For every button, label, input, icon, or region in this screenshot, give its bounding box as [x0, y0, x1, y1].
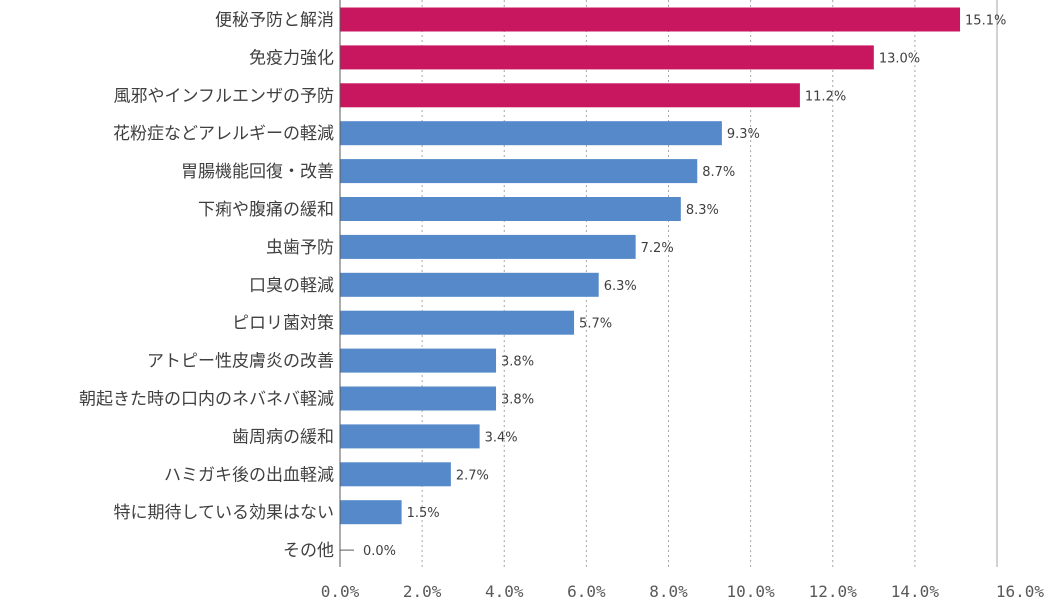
category-label-5: 下痢や腹痛の緩和: [198, 200, 334, 220]
category-label-3: 花粉症などアレルギーの軽減: [113, 124, 334, 144]
category-label-1: 免疫力強化: [249, 48, 334, 68]
bar-0: [340, 7, 961, 32]
value-label-4: 8.7%: [702, 165, 735, 180]
value-labels: 15.1% 13.0% 11.2% 9.3% 8.7% 8.3% 7.2% 6.3% 5.7% 3…: [363, 14, 1006, 560]
x-tick-label-0: 0.0%: [321, 582, 360, 599]
category-label-9: アトピー性皮膚炎の改善: [147, 352, 334, 372]
value-label-11: 3.4%: [485, 430, 518, 445]
bars: [340, 7, 961, 551]
bar-1: [340, 45, 874, 70]
bar-11: [340, 424, 480, 449]
value-label-7: 6.3%: [604, 279, 637, 294]
x-tick-label-7: 14.0%: [891, 582, 940, 599]
x-tick-label-5: 10.0%: [727, 582, 776, 599]
bar-9: [340, 348, 497, 373]
value-label-13: 1.5%: [407, 506, 440, 521]
value-label-10: 3.8%: [501, 393, 534, 408]
category-label-13: 特に期待している効果はない: [114, 503, 335, 523]
value-label-9: 3.8%: [501, 355, 534, 370]
category-label-0: 便秘予防と解消: [215, 11, 334, 31]
value-label-6: 7.2%: [641, 241, 674, 256]
x-tick-labels: 0.0% 2.0% 4.0% 6.0% 8.0% 10.0% 12.0% 14.0% 16.0%: [321, 582, 1045, 599]
value-label-12: 2.7%: [456, 468, 489, 483]
category-label-11: 歯周病の緩和: [232, 427, 334, 447]
bar-4: [340, 159, 698, 184]
x-tick-label-2: 4.0%: [485, 582, 524, 599]
category-label-2: 風邪やインフルエンザの予防: [114, 86, 335, 106]
bar-12: [340, 462, 451, 487]
bar-5: [340, 197, 681, 221]
bar-10: [340, 386, 497, 411]
category-label-8: ピロリ菌対策: [232, 314, 334, 334]
category-label-4: 胃腸機能回復・改善: [181, 162, 334, 182]
x-tick-label-8: 16.0%: [996, 582, 1045, 599]
category-label-14: その他: [283, 541, 334, 561]
value-label-1: 13.0%: [879, 51, 920, 66]
gridlines: [421, 0, 998, 567]
bar-7: [340, 272, 599, 297]
category-label-10: 朝起きた時の口内のネバネバ軽減: [79, 390, 334, 410]
bar-3: [340, 121, 722, 146]
value-label-14: 0.0%: [363, 544, 396, 559]
bar-13: [340, 500, 402, 525]
x-tick-label-4: 8.0%: [649, 582, 688, 599]
bar-2: [340, 83, 800, 108]
value-label-2: 11.2%: [805, 89, 846, 104]
value-label-3: 9.3%: [727, 127, 760, 142]
category-labels: 便秘予防と解消免疫力強化風邪やインフルエンザの予防花粉症などアレルギーの軽減胃腸…: [79, 11, 334, 562]
category-label-6: 虫歯予防: [266, 238, 334, 258]
category-label-12: ハミガキ後の出血軽減: [164, 465, 334, 485]
value-label-5: 8.3%: [686, 203, 719, 218]
x-tick-label-3: 6.0%: [567, 582, 606, 599]
bar-8: [340, 310, 575, 335]
x-tick-label-1: 2.0%: [403, 582, 442, 599]
bar-6: [340, 234, 636, 259]
value-label-0: 15.1%: [965, 14, 1006, 29]
value-label-8: 5.7%: [579, 317, 612, 332]
category-label-7: 口臭の軽減: [249, 276, 334, 296]
x-tick-label-6: 12.0%: [809, 582, 858, 599]
